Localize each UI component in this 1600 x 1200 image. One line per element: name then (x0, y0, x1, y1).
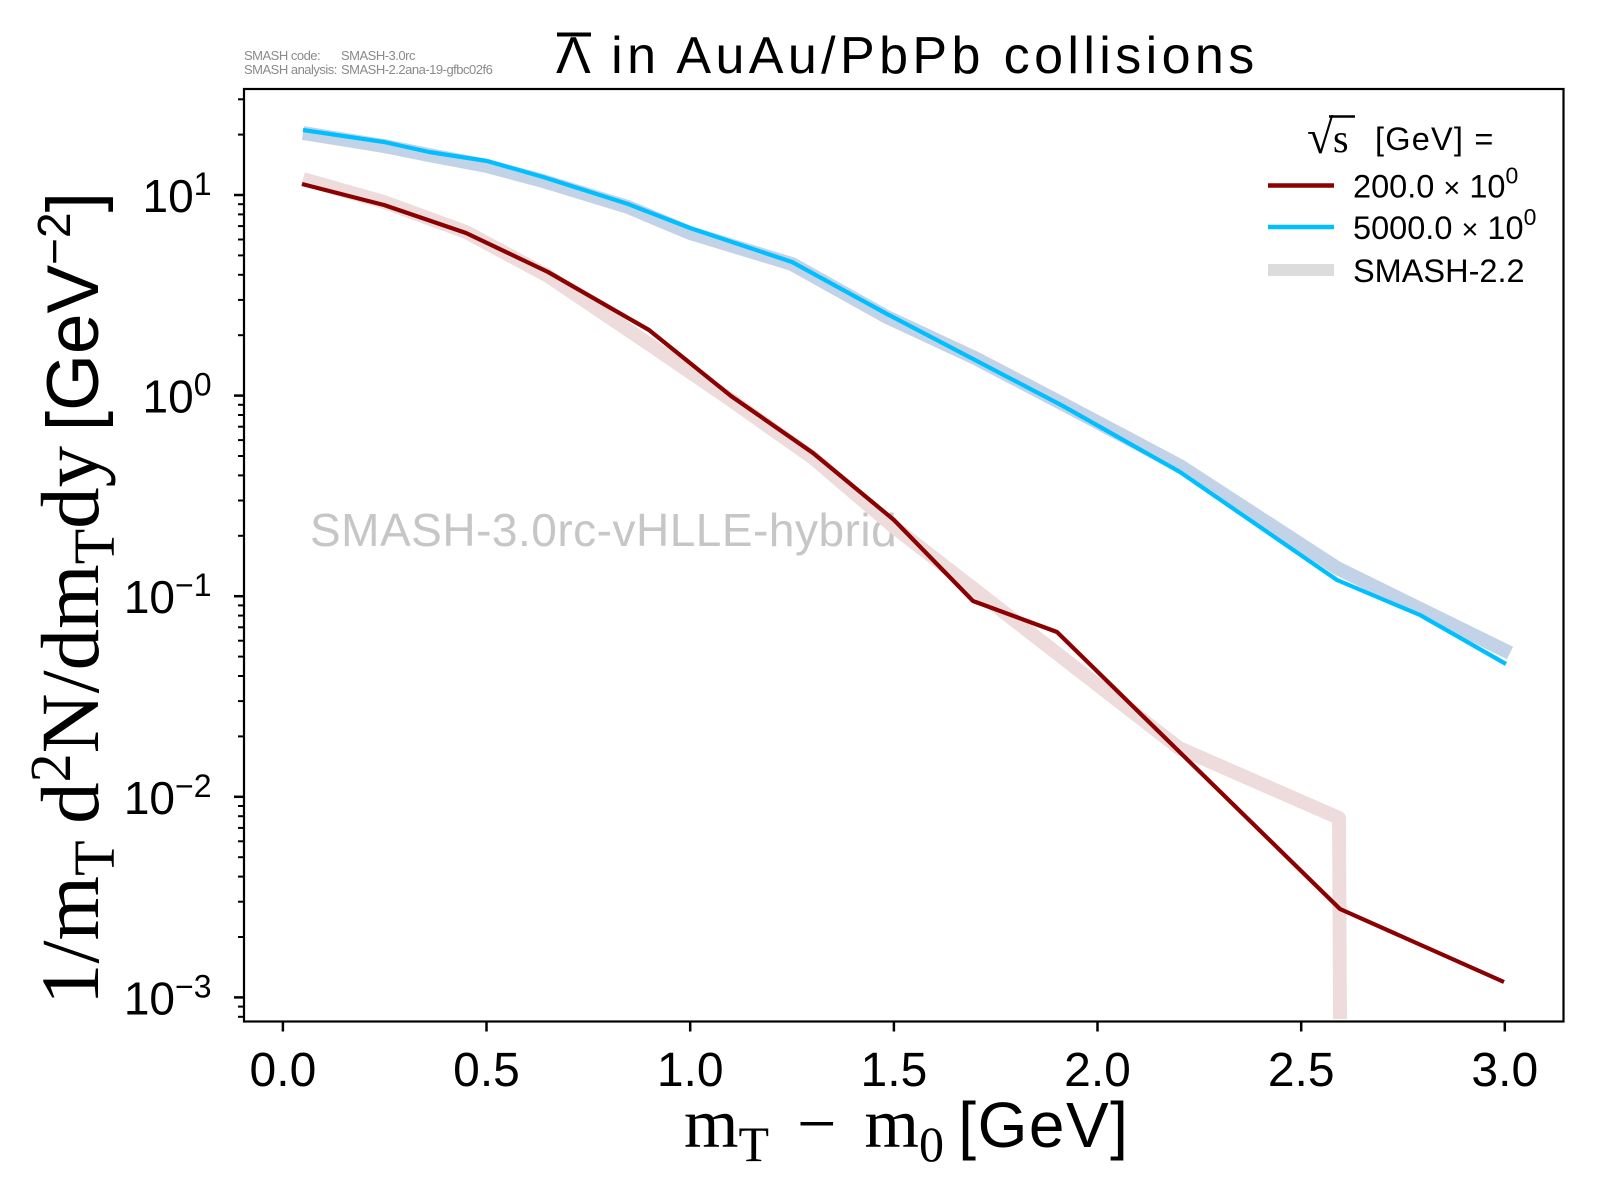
svg-text:SMASH code:: SMASH code: (244, 48, 320, 63)
svg-text:2.0: 2.0 (1064, 1044, 1131, 1097)
svg-text:1/mT d2N/dmTdy [GeV−2]: 1/mT d2N/dmTdy [GeV−2] (18, 192, 127, 1005)
svg-text:SMASH-3.0rc: SMASH-3.0rc (341, 48, 416, 63)
svg-text:SMASH-2.2ana-19-gfbc02f6: SMASH-2.2ana-19-gfbc02f6 (341, 62, 493, 77)
svg-text:SMASH analysis:: SMASH analysis: (244, 62, 337, 77)
svg-text:0.0: 0.0 (250, 1044, 317, 1097)
svg-text:SMASH-2.2: SMASH-2.2 (1353, 253, 1525, 289)
svg-text:3.0: 3.0 (1471, 1044, 1538, 1097)
svg-text:SMASH-3.0rc-vHLLE-hybrid: SMASH-3.0rc-vHLLE-hybrid (310, 504, 897, 556)
svg-text:[GeV] =: [GeV] = (1375, 121, 1495, 157)
svg-text:1.5: 1.5 (861, 1044, 928, 1097)
svg-text:1.0: 1.0 (657, 1044, 724, 1097)
svg-text:s: s (1333, 116, 1349, 161)
svg-text:10−3: 10−3 (124, 968, 212, 1024)
svg-text:Λ in AuAu/PbPb collisions: Λ in AuAu/PbPb collisions (556, 27, 1259, 85)
svg-text:100: 100 (143, 367, 212, 423)
svg-text:101: 101 (143, 166, 212, 222)
svg-text:200.0 × 100: 200.0 × 100 (1353, 163, 1518, 205)
svg-text:10−2: 10−2 (124, 768, 212, 824)
svg-text:2.5: 2.5 (1268, 1044, 1335, 1097)
svg-text:5000.0 × 100: 5000.0 × 100 (1353, 204, 1536, 246)
svg-text:0.5: 0.5 (453, 1044, 520, 1097)
svg-text:√: √ (1307, 111, 1334, 164)
svg-text:10−1: 10−1 (124, 567, 212, 623)
